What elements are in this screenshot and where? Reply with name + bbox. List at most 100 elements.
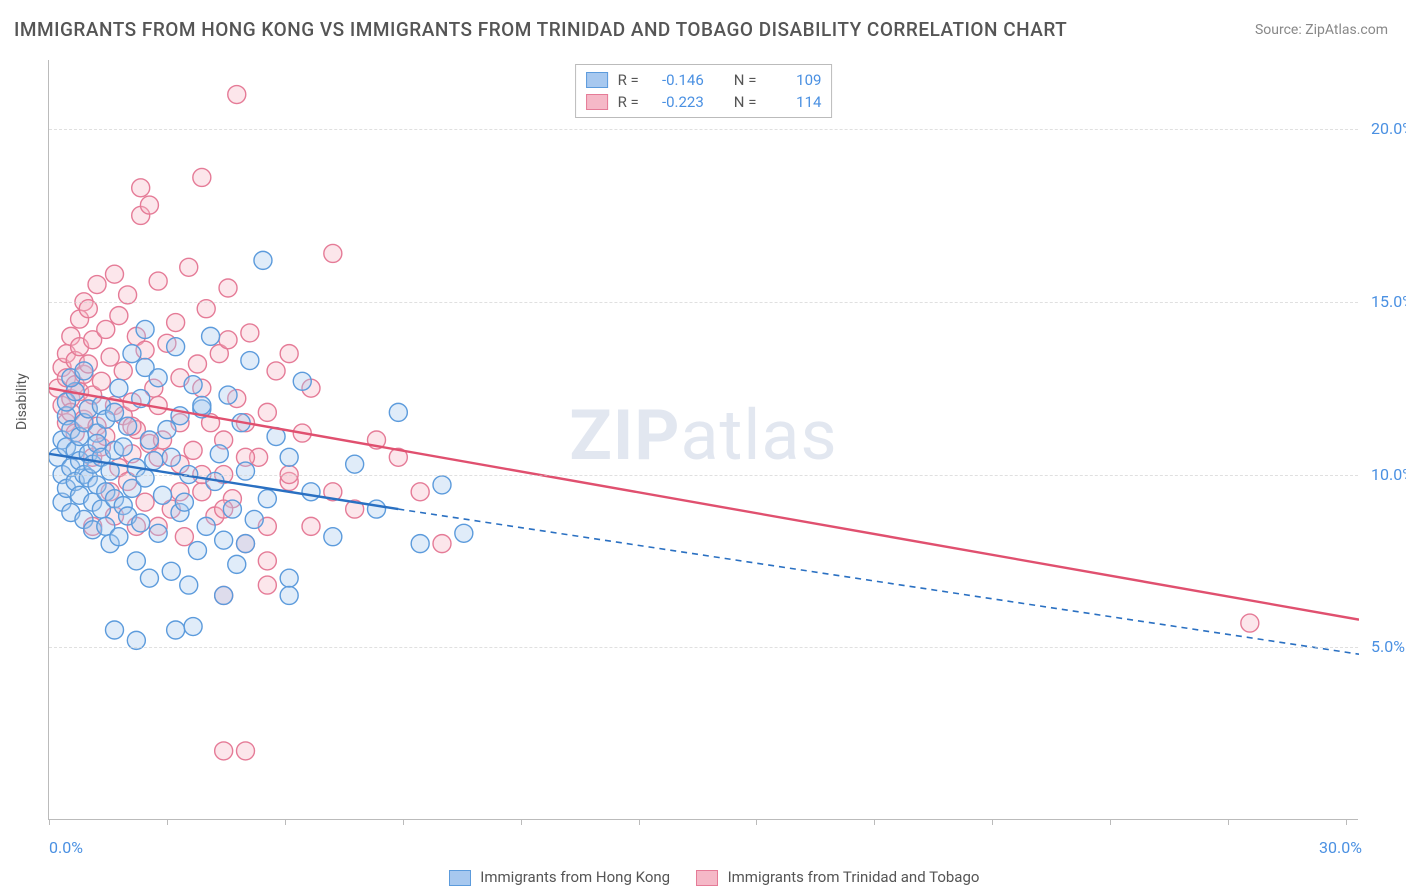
scatter-point [136,320,154,338]
source-attribution: Source: ZipAtlas.com [1255,22,1388,38]
series-0-name: Immigrants from Hong Kong [480,868,670,886]
scatter-point [184,618,202,636]
scatter-point [219,386,237,404]
scatter-point [175,528,193,546]
x-tick [992,819,993,825]
scatter-point [136,493,154,511]
scatter-point [411,535,429,553]
scatter-point [140,569,158,587]
scatter-point [219,331,237,349]
scatter-point [237,462,255,480]
scatter-point [389,403,407,421]
scatter-point [280,448,298,466]
x-tick [756,819,757,825]
scatter-point [140,196,158,214]
scatter-point [162,448,180,466]
scatter-point [324,244,342,262]
scatter-point [149,272,167,290]
y-tick-label: 15.0% [1371,292,1406,311]
swatch-series-0 [449,870,471,886]
chart-plot-area: ZIPatlas R = -0.146 N = 109 R = -0.223 N… [48,60,1358,820]
scatter-point [101,348,119,366]
scatter-point [180,576,198,594]
n-label: N = [734,91,757,113]
scatter-point [197,517,215,535]
series-legend: Immigrants from Hong Kong Immigrants fro… [0,868,1406,886]
scatter-point [110,528,128,546]
scatter-point [280,569,298,587]
swatch-series-0 [586,72,608,88]
scatter-point [154,486,172,504]
scatter-point [149,369,167,387]
scatter-point [136,469,154,487]
scatter-point [302,483,320,501]
n-label: N = [734,69,757,91]
n-value-0: 109 [766,69,821,91]
scatter-point [215,742,233,760]
gridline [49,302,1358,303]
swatch-series-1 [696,870,718,886]
scatter-point [258,576,276,594]
scatter-point [411,483,429,501]
y-tick-label: 5.0% [1371,637,1406,656]
scatter-point [132,179,150,197]
scatter-point [158,421,176,439]
scatter-point [75,362,93,380]
y-tick-label: 10.0% [1371,465,1406,484]
scatter-point [223,500,241,518]
scatter-point [267,362,285,380]
scatter-point [254,251,272,269]
scatter-point [106,621,124,639]
scatter-point [110,379,128,397]
trend-line [49,388,1359,619]
scatter-point [106,265,124,283]
scatter-point [167,621,185,639]
scatter-point [149,524,167,542]
scatter-point [1241,614,1259,632]
scatter-point [215,531,233,549]
series-1-name: Immigrants from Trinidad and Tobago [728,868,980,886]
scatter-point [433,535,451,553]
scatter-point [228,555,246,573]
legend-row-series-1: R = -0.223 N = 114 [586,91,822,113]
x-tick [1110,819,1111,825]
swatch-series-1 [586,94,608,110]
y-tick-label: 20.0% [1371,119,1406,138]
scatter-point [202,327,220,345]
scatter-point [188,355,206,373]
scatter-point [193,168,211,186]
scatter-point [258,403,276,421]
scatter-point [140,431,158,449]
scatter-point [123,345,141,363]
scatter-point [215,586,233,604]
scatter-point [193,396,211,414]
r-value-0: -0.146 [649,69,704,91]
scatter-point [245,510,263,528]
scatter-point [114,362,132,380]
x-tick [1228,819,1229,825]
scatter-point [228,86,246,104]
x-tick [49,819,50,825]
r-value-1: -0.223 [649,91,704,113]
scatter-point [280,586,298,604]
scatter-point [237,742,255,760]
r-label: R = [618,69,639,91]
scatter-point [293,372,311,390]
x-tick [403,819,404,825]
scatter-point [127,552,145,570]
scatter-point [368,500,386,518]
scatter-point [180,258,198,276]
x-tick [1346,819,1347,825]
gridline [49,129,1358,130]
chart-title: IMMIGRANTS FROM HONG KONG VS IMMIGRANTS … [14,18,1067,41]
scatter-point [97,320,115,338]
scatter-point [106,403,124,421]
scatter-svg [49,60,1359,820]
scatter-point [241,324,259,342]
scatter-point [110,307,128,325]
x-tick [167,819,168,825]
scatter-point [219,279,237,297]
x-tick [874,819,875,825]
x-tick-label: 0.0% [49,838,83,857]
scatter-point [210,445,228,463]
